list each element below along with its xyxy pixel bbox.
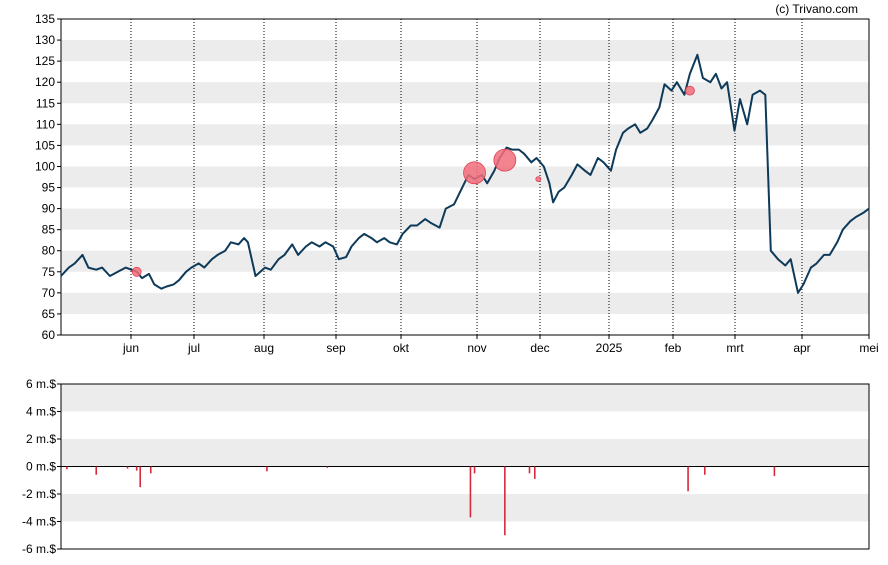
x-tick-label: feb bbox=[665, 341, 682, 355]
y-tick-label: 130 bbox=[35, 33, 55, 47]
volume-y-tick-label: 2 m.$ bbox=[26, 432, 56, 446]
x-tick-label: aug bbox=[254, 341, 274, 355]
volume-grid-band bbox=[61, 384, 869, 412]
y-tick-label: 60 bbox=[42, 328, 56, 342]
grid-band bbox=[61, 292, 869, 314]
trade-marker bbox=[463, 161, 486, 185]
y-tick-label: 65 bbox=[42, 307, 56, 321]
y-tick-label: 105 bbox=[35, 138, 55, 152]
x-tick-label: okt bbox=[393, 341, 410, 355]
y-tick-label: 115 bbox=[36, 96, 55, 110]
grid-band bbox=[61, 40, 869, 62]
volume-y-tick-label: 6 m.$ bbox=[26, 377, 56, 391]
y-tick-label: 95 bbox=[42, 181, 56, 195]
y-tick-label: 75 bbox=[42, 265, 56, 279]
y-tick-label: 100 bbox=[35, 159, 55, 173]
volume-y-tick-label: -2 m.$ bbox=[22, 487, 56, 501]
y-tick-label: 125 bbox=[35, 54, 55, 68]
y-tick-label: 85 bbox=[42, 223, 56, 237]
y-tick-label: 110 bbox=[36, 117, 55, 131]
x-tick-label: nov bbox=[467, 341, 486, 355]
trade-marker bbox=[685, 85, 695, 96]
grid-band bbox=[61, 208, 869, 230]
volume-y-tick-label: 4 m.$ bbox=[26, 405, 56, 419]
x-tick-label: 2025 bbox=[596, 341, 623, 355]
volume-grid-band bbox=[61, 439, 869, 467]
x-tick-label: mrt bbox=[726, 341, 744, 355]
y-tick-label: 70 bbox=[42, 286, 56, 300]
volume-grid-band bbox=[61, 494, 869, 522]
y-tick-label: 90 bbox=[42, 202, 56, 216]
price-panel: 60 65 70 75 80 85 90 95 100 105 110 115 120 125 130 135… bbox=[35, 12, 879, 355]
trade-marker bbox=[131, 266, 142, 277]
trade-marker bbox=[535, 176, 542, 183]
y-tick-label: 135 bbox=[35, 12, 55, 26]
x-tick-label: dec bbox=[530, 341, 549, 355]
grid-band bbox=[61, 250, 869, 272]
x-tick-label: mei bbox=[859, 341, 878, 355]
grid-band bbox=[61, 124, 869, 146]
x-tick-label: jul bbox=[187, 341, 200, 355]
volume-y-tick-label: -4 m.$ bbox=[22, 515, 56, 529]
x-tick-label: sep bbox=[326, 341, 346, 355]
x-tick-label: apr bbox=[793, 341, 810, 355]
credit-label: (c) Trivano.com bbox=[775, 2, 858, 16]
price-plot-frame bbox=[60, 18, 870, 336]
volume-panel: 6 m.$ 4 m.$ 2 m.$ 0 m.$ -2 m.$ -4 m.$ -6 m.$ bbox=[22, 377, 870, 556]
y-tick-label: 80 bbox=[42, 244, 56, 258]
grid-band bbox=[61, 82, 869, 104]
trade-marker bbox=[493, 148, 517, 172]
x-tick-label: jun bbox=[122, 341, 139, 355]
volume-y-tick-label: -6 m.$ bbox=[22, 542, 56, 556]
volume-y-tick-label: 0 m.$ bbox=[26, 460, 56, 474]
y-tick-label: 120 bbox=[35, 75, 55, 89]
